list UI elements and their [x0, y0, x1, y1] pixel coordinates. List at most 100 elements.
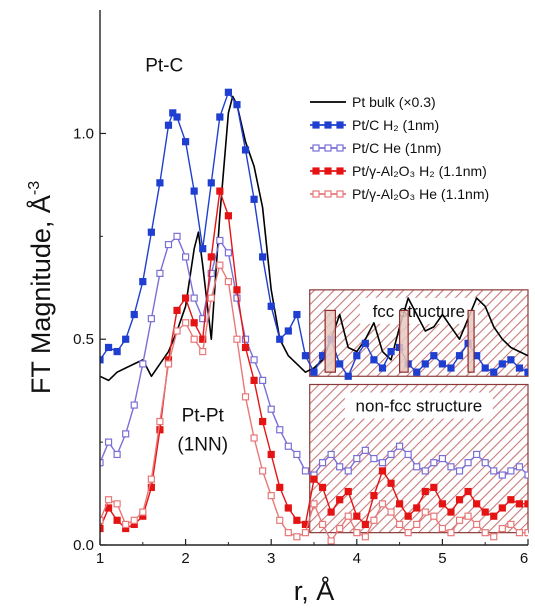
- data-point: [507, 520, 515, 529]
- data-point: [293, 310, 301, 319]
- data-point: [122, 335, 130, 343]
- data-point: [293, 450, 301, 459]
- data-point: [190, 335, 198, 343]
- data-point: [173, 232, 181, 240]
- data-point: [259, 253, 267, 261]
- data-point: [147, 228, 155, 236]
- data-point: [250, 356, 258, 364]
- data-point: [173, 327, 181, 335]
- data-point: [336, 524, 344, 533]
- data-point: [336, 496, 344, 504]
- data-point: [327, 508, 335, 516]
- data-point: [182, 294, 190, 302]
- data-point: [498, 360, 506, 368]
- legend-label: Pt/C He (1nm): [352, 140, 441, 156]
- legend-swatch-marker: [324, 190, 332, 198]
- data-point: [164, 121, 173, 129]
- data-point: [413, 463, 421, 471]
- data-point: [207, 179, 215, 187]
- data-point: [421, 467, 429, 475]
- data-point: [250, 376, 258, 384]
- data-point: [100, 459, 104, 467]
- data-point: [199, 245, 207, 253]
- data-point: [284, 442, 292, 450]
- data-point: [113, 450, 121, 459]
- data-point: [113, 500, 121, 508]
- y-axis-title-sup: -3: [26, 181, 43, 195]
- data-point: [413, 368, 421, 376]
- data-point: [481, 459, 489, 467]
- data-point: [396, 520, 404, 529]
- data-point: [164, 240, 173, 249]
- data-point: [216, 261, 224, 269]
- legend-label: Pt/γ-Al₂O₃ H₂ (1.1nm): [352, 163, 487, 179]
- data-point: [164, 360, 173, 368]
- data-point: [498, 524, 506, 533]
- data-point: [344, 372, 352, 380]
- data-point: [430, 512, 438, 520]
- data-point: [169, 109, 177, 117]
- data-point: [524, 471, 528, 479]
- data-point: [310, 368, 318, 376]
- data-point: [404, 450, 412, 459]
- data-point: [182, 253, 190, 261]
- data-point: [100, 516, 104, 524]
- data-point: [267, 405, 275, 413]
- data-point: [438, 524, 446, 533]
- data-point: [464, 487, 472, 496]
- data-point: [361, 339, 369, 347]
- data-point: [430, 352, 438, 360]
- data-point: [104, 438, 113, 446]
- data-point: [259, 417, 267, 426]
- data-point: [130, 310, 138, 319]
- data-point: [147, 315, 155, 323]
- legend-swatch-marker: [312, 167, 320, 175]
- highlight-bar: [399, 309, 409, 373]
- legend-swatch-marker: [312, 144, 320, 152]
- legend-swatch-marker: [336, 190, 344, 198]
- data-point: [233, 335, 241, 343]
- annotation-label: (1NN): [177, 434, 228, 455]
- data-point: [515, 463, 524, 471]
- data-point: [216, 236, 224, 245]
- data-point: [224, 249, 232, 257]
- data-point: [515, 364, 524, 372]
- data-point: [353, 454, 361, 463]
- data-point: [327, 450, 335, 459]
- legend-label: Pt bulk (×0.3): [352, 94, 436, 110]
- data-point: [455, 496, 464, 504]
- data-point: [396, 500, 404, 508]
- data-point: [293, 516, 301, 524]
- x-tick-label: 4: [353, 550, 361, 567]
- data-point: [301, 467, 310, 475]
- data-point: [199, 315, 207, 323]
- data-point: [233, 101, 241, 109]
- y-tick-label: 0.5: [73, 331, 94, 348]
- data-point: [430, 483, 438, 491]
- region-label: non-fcc structure: [356, 397, 483, 416]
- data-point: [293, 533, 301, 541]
- data-point: [284, 504, 292, 512]
- data-point: [404, 512, 412, 520]
- data-point: [233, 286, 241, 294]
- data-point: [156, 269, 164, 277]
- data-point: [370, 516, 378, 524]
- data-point: [421, 508, 429, 516]
- data-point: [447, 463, 455, 471]
- data-point: [447, 529, 455, 537]
- data-point: [113, 516, 121, 524]
- data-point: [524, 368, 528, 376]
- data-point: [336, 463, 344, 471]
- data-point: [490, 467, 498, 475]
- y-axis-title-text: FT Magnitude, Å: [25, 195, 56, 394]
- x-tick-label: 5: [438, 550, 446, 567]
- data-point: [464, 459, 472, 467]
- data-point: [524, 500, 528, 508]
- highlight-bar: [324, 309, 336, 373]
- data-point: [361, 533, 369, 541]
- data-point: [310, 475, 318, 483]
- data-point: [473, 520, 481, 529]
- data-point: [130, 401, 138, 409]
- data-point: [344, 467, 352, 475]
- data-point: [438, 360, 446, 368]
